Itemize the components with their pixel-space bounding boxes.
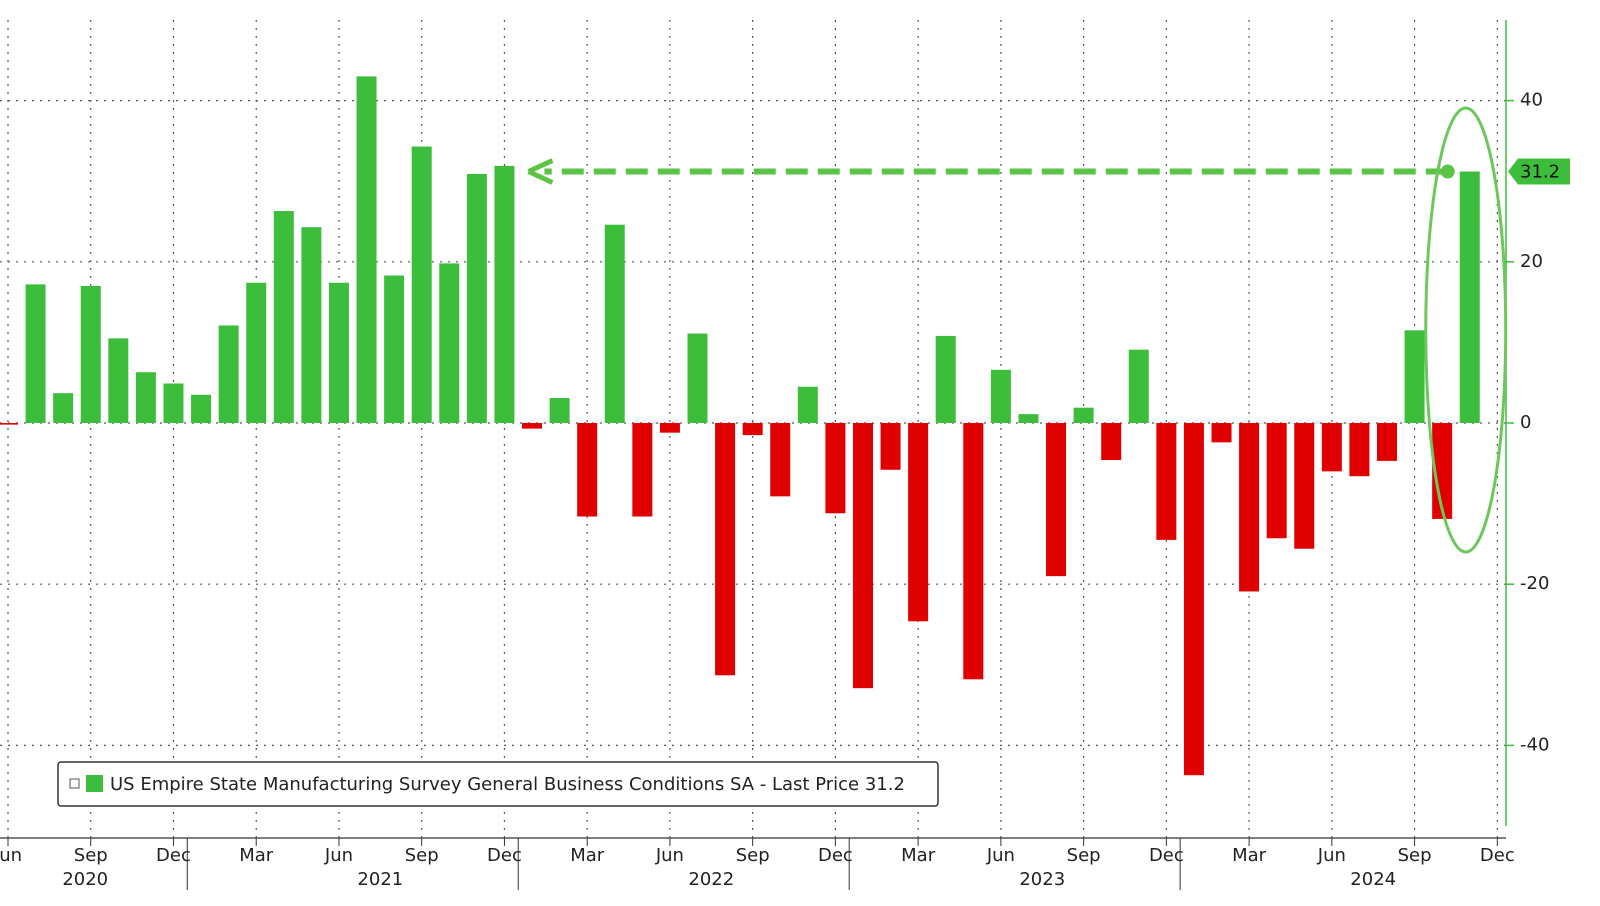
bar [0, 423, 18, 425]
y-tick-label: 0 [1520, 412, 1531, 433]
x-tick-label: Jun [0, 845, 22, 866]
legend-toggle [69, 778, 80, 789]
year-label: 2022 [688, 869, 734, 890]
bar [108, 338, 129, 423]
bar [1101, 423, 1122, 461]
bar [1046, 423, 1067, 577]
bar [549, 398, 570, 423]
bar [604, 224, 625, 423]
annotation-ellipse [1424, 106, 1508, 554]
x-tick-label: Dec [818, 845, 853, 866]
bar [1432, 423, 1453, 519]
bar [1156, 423, 1177, 540]
bar [163, 383, 184, 423]
bar [218, 325, 239, 423]
bar [384, 275, 405, 423]
legend-label: US Empire State Manufacturing Survey Gen… [110, 774, 905, 795]
bar [1183, 423, 1204, 776]
bar [963, 423, 984, 680]
bar [80, 285, 101, 423]
year-label: 2020 [62, 869, 108, 890]
bar [1377, 423, 1397, 461]
bar [577, 423, 598, 517]
annotation-dot [1440, 164, 1455, 179]
last-price-tag [1508, 158, 1570, 185]
year-label: 2023 [1019, 869, 1065, 890]
year-label: 2024 [1350, 869, 1396, 890]
legend-swatch [86, 775, 103, 792]
y-tick-label: 40 [1520, 90, 1543, 111]
legend-box [57, 761, 939, 807]
bar [273, 211, 294, 423]
x-tick-label: Dec [1149, 845, 1184, 866]
bar [356, 76, 377, 424]
bar [770, 423, 791, 497]
bar [742, 423, 763, 436]
bar [135, 372, 156, 423]
bar [825, 423, 846, 514]
y-tick-label: -40 [1520, 734, 1549, 755]
bar [53, 393, 74, 423]
x-tick-label: Sep [1067, 845, 1101, 866]
year-label: 2021 [357, 869, 403, 890]
bar [411, 146, 432, 424]
x-tick-label: Mar [570, 845, 605, 866]
bar [659, 423, 680, 433]
bar [797, 386, 818, 423]
bar [852, 423, 873, 689]
annotation-arrowhead [527, 158, 554, 185]
bar [1266, 423, 1287, 539]
x-tick-label: Sep [405, 845, 439, 866]
bar [908, 423, 929, 622]
x-tick-label: Sep [736, 845, 770, 866]
last-price-label: 31.2 [1520, 162, 1560, 183]
x-tick-label: Dec [156, 845, 191, 866]
bar [522, 423, 543, 429]
x-tick-label: Jun [1317, 845, 1346, 866]
x-tick-label: Sep [1398, 845, 1432, 866]
x-tick-label: Sep [74, 845, 108, 866]
bar [1349, 423, 1370, 477]
x-tick-label: Dec [1480, 845, 1515, 866]
bar [990, 369, 1011, 423]
bar [439, 263, 460, 423]
bar [25, 284, 46, 423]
bar [246, 282, 267, 423]
bar [935, 335, 956, 423]
bar [715, 423, 736, 676]
y-tick-label: -20 [1520, 573, 1549, 594]
x-tick-label: Mar [1232, 845, 1267, 866]
bar [466, 173, 487, 423]
bar [1211, 423, 1232, 443]
x-tick-label: Jun [986, 845, 1015, 866]
bar [1459, 171, 1480, 423]
bar [1073, 407, 1094, 423]
x-tick-label: Jun [655, 845, 684, 866]
bar [1321, 423, 1342, 472]
bar [880, 423, 901, 470]
bar [191, 394, 212, 423]
bar [687, 333, 708, 423]
x-tick-label: Mar [901, 845, 936, 866]
bar [328, 282, 349, 423]
bar [301, 227, 322, 423]
bar [1018, 414, 1039, 423]
bar [1128, 349, 1149, 423]
y-tick-label: 20 [1520, 251, 1543, 272]
bar [632, 423, 653, 517]
bar [1404, 330, 1425, 423]
x-tick-label: Mar [239, 845, 274, 866]
bar [494, 165, 515, 424]
x-tick-label: Jun [324, 845, 353, 866]
bar [1294, 423, 1315, 549]
bar [1239, 423, 1260, 592]
x-tick-label: Dec [487, 845, 522, 866]
